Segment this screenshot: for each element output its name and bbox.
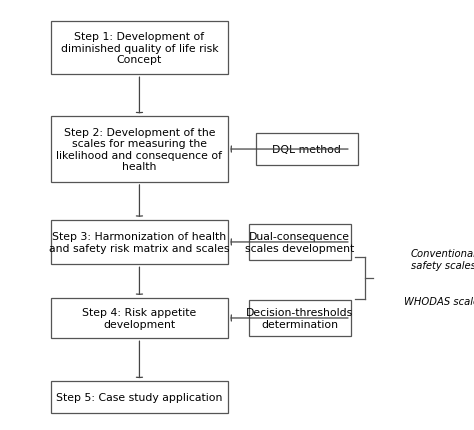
- FancyBboxPatch shape: [51, 220, 228, 264]
- FancyBboxPatch shape: [248, 224, 351, 260]
- Text: Step 2: Development of the
scales for measuring the
likelihood and consequence o: Step 2: Development of the scales for me…: [56, 127, 222, 172]
- FancyBboxPatch shape: [51, 22, 228, 75]
- FancyBboxPatch shape: [51, 117, 228, 182]
- Text: Step 5: Case study application: Step 5: Case study application: [56, 392, 223, 402]
- Text: Step 4: Risk appetite
development: Step 4: Risk appetite development: [82, 307, 197, 329]
- Text: Conventional
safety scales: Conventional safety scales: [411, 249, 474, 270]
- FancyBboxPatch shape: [51, 381, 228, 413]
- Text: WHODAS scales: WHODAS scales: [403, 296, 474, 307]
- Text: DQL method: DQL method: [272, 144, 341, 155]
- Text: Decision-thresholds
determination: Decision-thresholds determination: [246, 307, 353, 329]
- FancyBboxPatch shape: [51, 298, 228, 338]
- Text: Step 1: Development of
diminished quality of life risk
Concept: Step 1: Development of diminished qualit…: [61, 32, 218, 65]
- Text: Dual-consequence
scales development: Dual-consequence scales development: [245, 232, 355, 253]
- FancyBboxPatch shape: [255, 134, 358, 166]
- FancyBboxPatch shape: [248, 300, 351, 336]
- Text: Step 3: Harmonization of health
and safety risk matrix and scales: Step 3: Harmonization of health and safe…: [49, 232, 230, 253]
